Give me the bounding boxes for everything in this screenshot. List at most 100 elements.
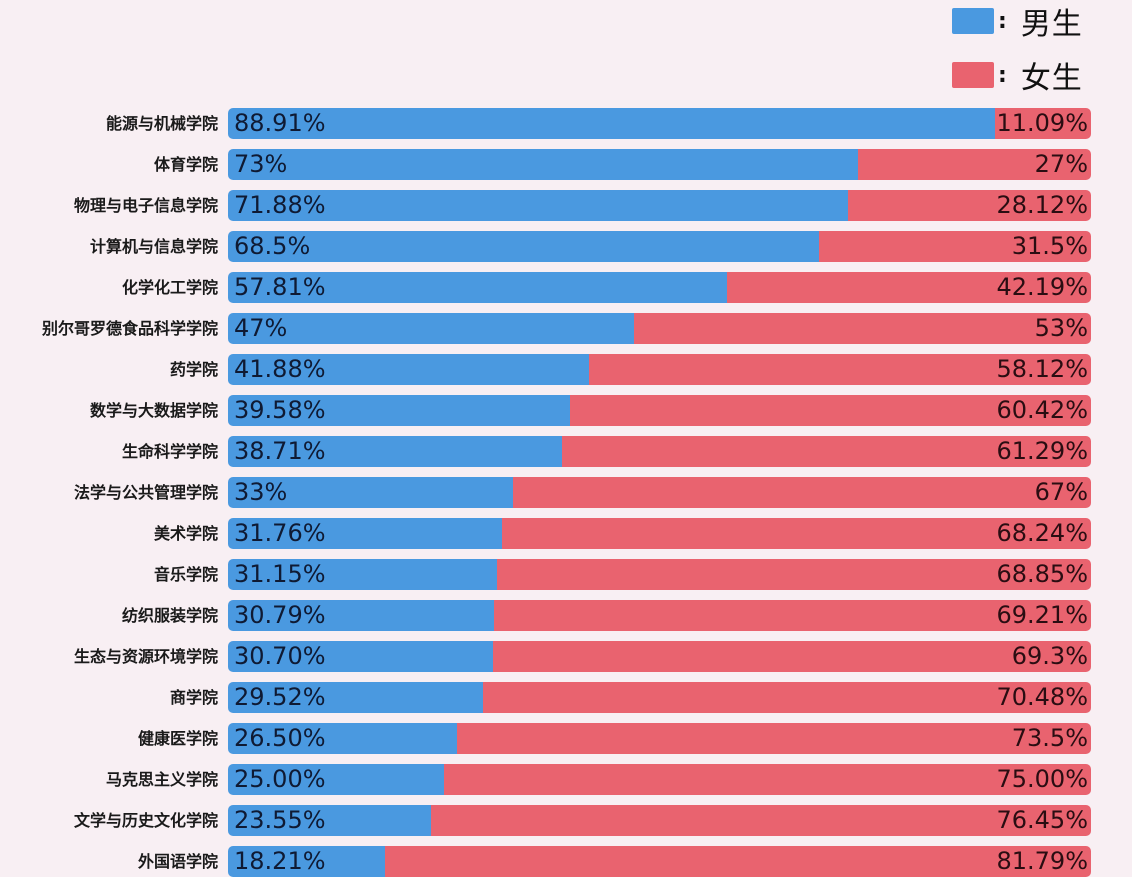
bar-female — [513, 477, 1091, 508]
bar-row: 法学与公共管理学院 33% 67% — [0, 477, 1132, 508]
bar-row: 能源与机械学院 88.91% 11.09% — [0, 108, 1132, 139]
bar-male — [228, 395, 570, 426]
data-label-female: 75.00% — [996, 765, 1088, 793]
bar-male — [228, 108, 995, 139]
data-label-female: 81.79% — [996, 847, 1088, 875]
bar-track: 41.88% 58.12% — [228, 354, 1091, 385]
bar-track: 31.76% 68.24% — [228, 518, 1091, 549]
category-label: 计算机与信息学院 — [89, 237, 218, 256]
bar-row: 健康医学院 26.50% 73.5% — [0, 723, 1132, 754]
category-label: 美术学院 — [153, 524, 218, 543]
bar-row: 别尔哥罗德食品科学学院 47% 53% — [0, 313, 1132, 344]
data-label-female: 53% — [1034, 314, 1088, 342]
legend-swatch-male — [952, 8, 994, 34]
legend-label-male: 男生 — [1020, 7, 1083, 42]
data-label-male: 88.91% — [234, 109, 326, 137]
bar-female — [483, 682, 1091, 713]
legend-item-female: : 女生 — [952, 58, 1083, 96]
category-label: 药学院 — [169, 360, 218, 379]
data-label-male: 47% — [234, 314, 288, 342]
data-label-female: 31.5% — [1011, 232, 1088, 260]
data-label-female: 73.5% — [1011, 724, 1088, 752]
data-label-female: 69.3% — [1011, 642, 1088, 670]
category-label: 体育学院 — [153, 155, 218, 174]
bar-track: 29.52% 70.48% — [228, 682, 1091, 713]
data-label-female: 68.24% — [996, 519, 1088, 547]
category-label: 别尔哥罗德食品科学学院 — [41, 319, 218, 338]
bar-male — [228, 723, 457, 754]
bar-row: 美术学院 31.76% 68.24% — [0, 518, 1132, 549]
data-label-male: 38.71% — [234, 437, 326, 465]
data-label-male: 39.58% — [234, 396, 326, 424]
bar-track: 57.81% 42.19% — [228, 272, 1091, 303]
category-label: 物理与电子信息学院 — [73, 196, 218, 215]
bar-female — [562, 436, 1091, 467]
category-label: 商学院 — [169, 688, 218, 707]
bar-track: 39.58% 60.42% — [228, 395, 1091, 426]
category-label: 纺织服装学院 — [121, 606, 218, 625]
bar-female — [444, 764, 1091, 795]
bar-track: 18.21% 81.79% — [228, 846, 1091, 877]
bar-male — [228, 354, 589, 385]
legend-swatch-female — [952, 62, 994, 88]
bar-female — [995, 108, 1091, 139]
data-label-female: 27% — [1034, 150, 1088, 178]
data-label-male: 31.76% — [234, 519, 326, 547]
data-label-female: 60.42% — [996, 396, 1088, 424]
category-label: 生态与资源环境学院 — [73, 647, 218, 666]
bar-track: 25.00% 75.00% — [228, 764, 1091, 795]
bar-track: 33% 67% — [228, 477, 1091, 508]
data-label-male: 30.70% — [234, 642, 326, 670]
legend-separator: : — [998, 62, 1007, 88]
data-label-female: 69.21% — [996, 601, 1088, 629]
category-label: 化学化工学院 — [121, 278, 218, 297]
bar-track: 38.71% 61.29% — [228, 436, 1091, 467]
category-label: 音乐学院 — [153, 565, 218, 584]
data-label-male: 25.00% — [234, 765, 326, 793]
data-label-female: 58.12% — [996, 355, 1088, 383]
bar-female — [493, 641, 1091, 672]
legend-item-male: : 男生 — [952, 4, 1083, 42]
data-label-male: 57.81% — [234, 273, 326, 301]
data-label-female: 76.45% — [996, 806, 1088, 834]
bar-female — [497, 559, 1091, 590]
bar-female — [570, 395, 1091, 426]
data-label-male: 41.88% — [234, 355, 326, 383]
data-label-female: 28.12% — [996, 191, 1088, 219]
category-label: 马克思主义学院 — [105, 770, 218, 789]
bar-row: 音乐学院 31.15% 68.85% — [0, 559, 1132, 590]
bar-male — [228, 477, 513, 508]
bar-row: 马克思主义学院 25.00% 75.00% — [0, 764, 1132, 795]
bar-track: 47% 53% — [228, 313, 1091, 344]
bar-female — [494, 600, 1091, 631]
data-label-male: 23.55% — [234, 806, 326, 834]
data-label-male: 71.88% — [234, 191, 326, 219]
category-label: 能源与机械学院 — [105, 114, 218, 133]
category-label: 数学与大数据学院 — [89, 401, 218, 420]
data-label-female: 42.19% — [996, 273, 1088, 301]
bar-row: 文学与历史文化学院 23.55% 76.45% — [0, 805, 1132, 836]
bar-track: 68.5% 31.5% — [228, 231, 1091, 262]
bar-track: 30.70% 69.3% — [228, 641, 1091, 672]
bar-female — [848, 190, 1091, 221]
category-label: 法学与公共管理学院 — [73, 483, 218, 502]
legend: : 男生 : 女生 — [952, 4, 1083, 112]
category-label: 外国语学院 — [137, 852, 218, 871]
bar-row: 物理与电子信息学院 71.88% 28.12% — [0, 190, 1132, 221]
data-label-female: 70.48% — [996, 683, 1088, 711]
bar-male — [228, 805, 431, 836]
bar-male — [228, 313, 634, 344]
bar-male — [228, 518, 502, 549]
bar-male — [228, 272, 727, 303]
legend-label-female: 女生 — [1020, 61, 1083, 96]
data-label-male: 26.50% — [234, 724, 326, 752]
bar-male — [228, 559, 497, 590]
data-label-male: 29.52% — [234, 683, 326, 711]
category-label: 生命科学学院 — [121, 442, 218, 461]
bar-female — [858, 149, 1091, 180]
data-label-female: 68.85% — [996, 560, 1088, 588]
data-label-male: 73% — [234, 150, 288, 178]
bar-track: 31.15% 68.85% — [228, 559, 1091, 590]
data-label-male: 18.21% — [234, 847, 326, 875]
data-label-female: 67% — [1034, 478, 1088, 506]
